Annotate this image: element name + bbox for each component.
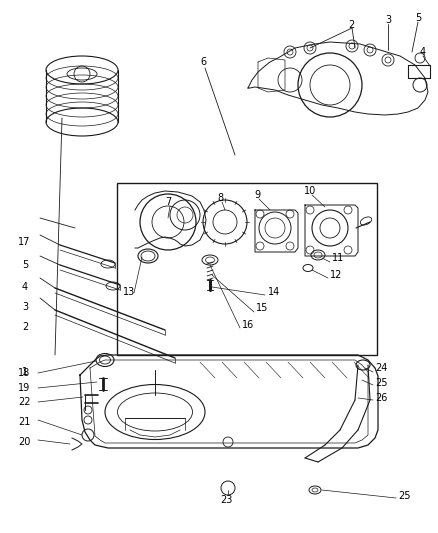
Text: 2: 2 [22, 322, 28, 332]
Text: 15: 15 [256, 303, 268, 313]
Text: 3: 3 [22, 302, 28, 312]
Text: 17: 17 [18, 237, 30, 247]
Text: 22: 22 [18, 397, 31, 407]
Text: 16: 16 [242, 320, 254, 330]
Bar [117, 183, 377, 355]
Text: 11: 11 [332, 253, 344, 263]
Text: 26: 26 [375, 393, 387, 403]
Text: 19: 19 [18, 383, 30, 393]
Text: 10: 10 [304, 186, 316, 196]
Text: 3: 3 [385, 15, 391, 25]
Text: 25: 25 [375, 378, 388, 388]
Text: 23: 23 [220, 495, 233, 505]
Text: 5: 5 [415, 13, 421, 23]
Text: 12: 12 [330, 270, 343, 280]
Text: 24: 24 [375, 363, 387, 373]
Text: 9: 9 [254, 190, 260, 200]
Text: 7: 7 [165, 197, 171, 207]
Text: 4: 4 [22, 282, 28, 292]
Text: 14: 14 [268, 287, 280, 297]
Text: 25: 25 [398, 491, 410, 501]
Text: 18: 18 [18, 368, 30, 378]
Text: 6: 6 [200, 57, 206, 67]
Text: 2: 2 [348, 20, 354, 30]
Text: 20: 20 [18, 437, 30, 447]
Text: 4: 4 [420, 47, 426, 57]
Text: 1: 1 [22, 367, 28, 377]
Text: 21: 21 [18, 417, 30, 427]
Text: 5: 5 [22, 260, 28, 270]
Text: 8: 8 [217, 193, 223, 203]
Text: 13: 13 [123, 287, 135, 297]
